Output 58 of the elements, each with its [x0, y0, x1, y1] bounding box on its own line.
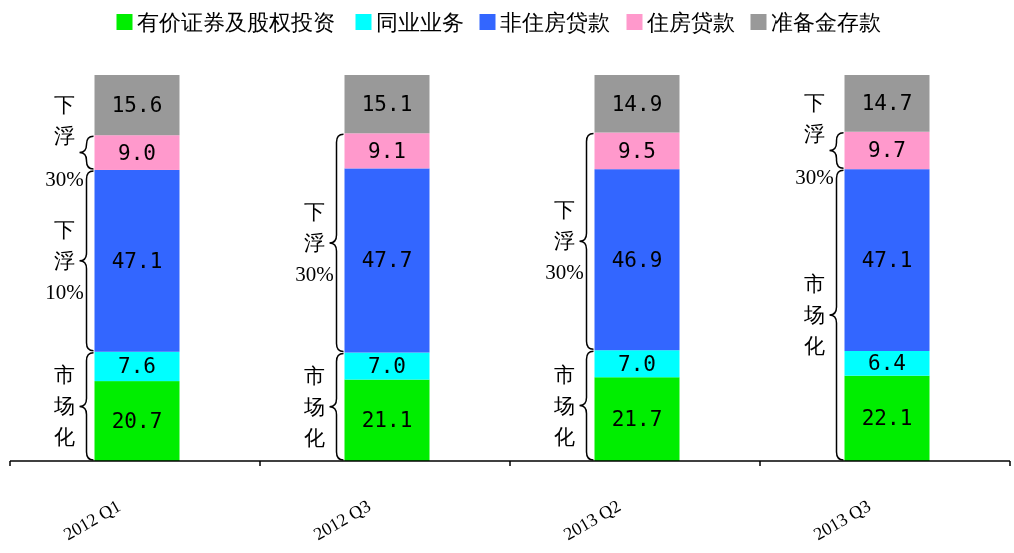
annotation: 市场化: [803, 272, 825, 359]
data-label: 7.6: [118, 354, 156, 379]
data-label: 6.4: [868, 351, 906, 376]
data-label: 7.0: [618, 351, 656, 376]
bar: [344, 379, 430, 461]
x-tick-label: 2012 Q3: [309, 495, 375, 545]
data-label: 15.6: [111, 93, 163, 118]
x-tick-label: 2013 Q3: [809, 495, 875, 545]
legend-label: 同业业务: [375, 9, 464, 35]
legend-label: 住房贷款: [645, 9, 735, 35]
bar: [344, 75, 430, 134]
annotation: 下浮30%: [295, 199, 334, 286]
bar: [844, 75, 930, 132]
data-label: 7.0: [368, 354, 406, 379]
bar: [594, 169, 680, 351]
data-label: 47.1: [861, 248, 913, 273]
bar: [94, 169, 180, 352]
data-label: 14.7: [861, 91, 913, 116]
annotation: 市场化: [553, 362, 575, 449]
legend-label: 非住房贷款: [499, 9, 610, 35]
bar: [344, 168, 430, 353]
bar: [94, 381, 180, 461]
legend-label: 有价证券及股权投资: [136, 9, 335, 35]
bar: [594, 350, 680, 378]
data-label: 47.7: [361, 248, 413, 273]
data-label: 20.7: [111, 409, 163, 434]
annotation: 下浮30%: [45, 92, 84, 192]
annotation: 下浮10%: [45, 217, 84, 304]
bar: [844, 169, 930, 351]
bar: [844, 350, 930, 376]
annotation: 下浮30%: [545, 198, 584, 285]
bar: [94, 135, 180, 170]
bar: [844, 375, 930, 461]
bar: [94, 75, 180, 136]
bar: [594, 75, 680, 133]
data-label: 47.1: [111, 248, 163, 273]
bar: [344, 133, 430, 169]
legend-label: 准备金存款: [770, 9, 881, 35]
data-label: 14.9: [611, 91, 663, 116]
data-label: 9.5: [618, 138, 656, 163]
bar: [94, 351, 180, 382]
bar: [594, 132, 680, 170]
data-label: 21.1: [361, 408, 413, 433]
data-label: 22.1: [861, 406, 913, 431]
x-tick-label: 2013 Q2: [559, 495, 625, 545]
data-label: 46.9: [611, 247, 663, 272]
data-label: 15.1: [361, 92, 413, 117]
bar: [344, 352, 430, 380]
annotation: 下浮30%: [795, 90, 834, 190]
bar: [594, 377, 680, 461]
data-label: 9.0: [118, 140, 156, 165]
x-tick-label: 2012 Q1: [59, 495, 125, 545]
data-label: 21.7: [611, 407, 663, 432]
bar: [844, 131, 930, 170]
annotation: 市场化: [53, 363, 75, 450]
data-label: 9.1: [368, 138, 406, 163]
annotation: 市场化: [303, 363, 325, 450]
data-label: 9.7: [868, 138, 906, 163]
